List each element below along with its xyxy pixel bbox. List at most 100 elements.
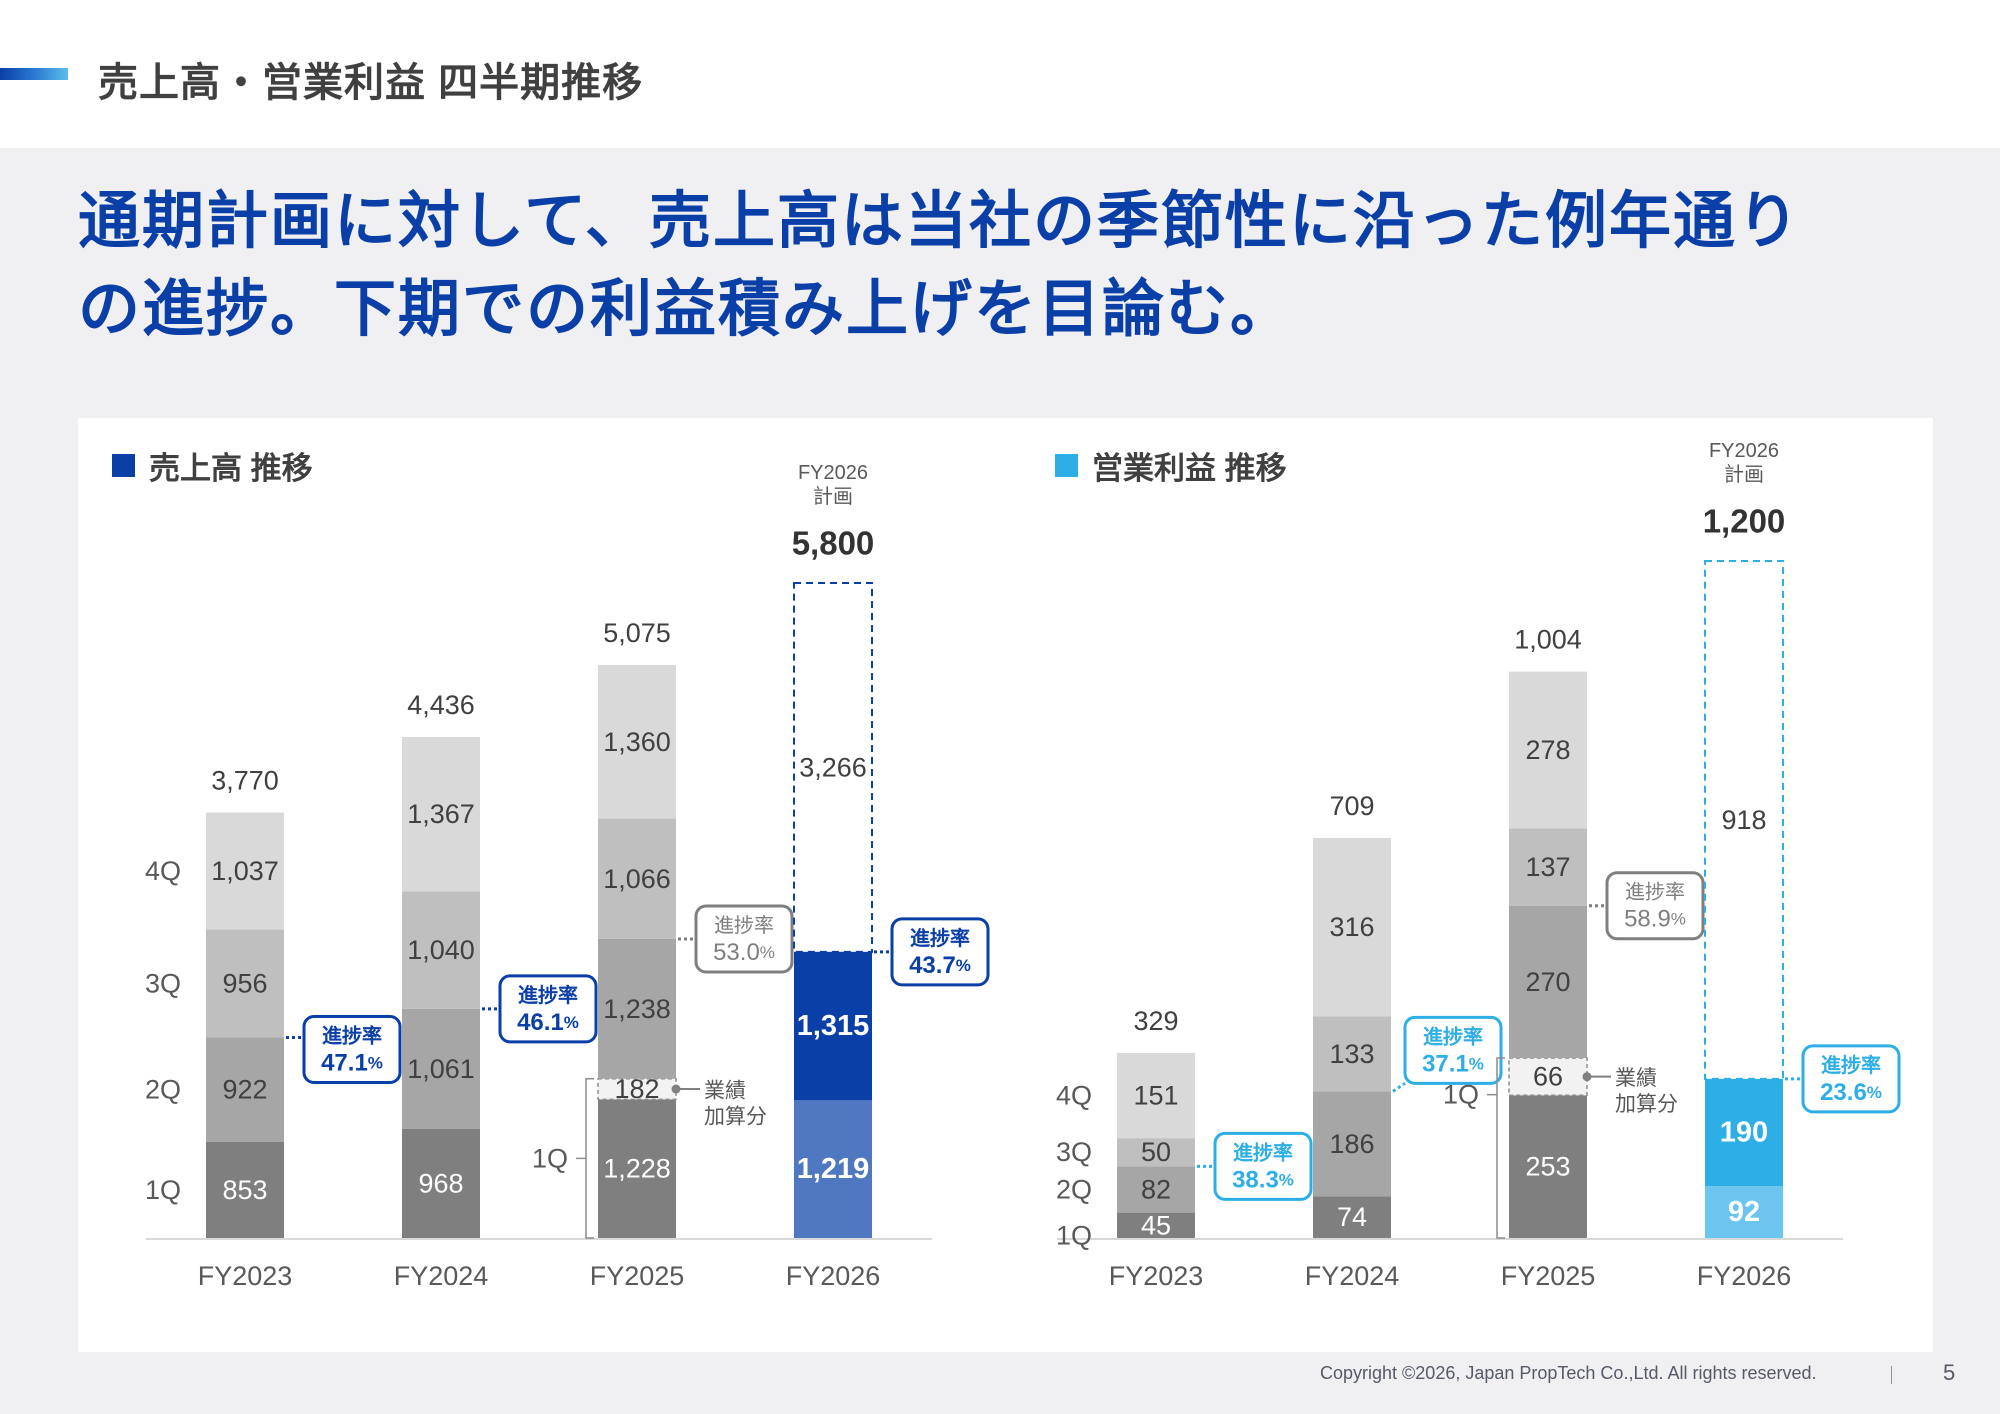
op-profit-bar-fy2025-3q xyxy=(1509,828,1587,906)
op-profit-bar-fy2024-4q xyxy=(1313,838,1391,1017)
op-profit-added-note-line1: 業績 xyxy=(1615,1067,1657,1090)
revenue-x-tick-label: FY2023 xyxy=(198,1261,293,1291)
revenue-progress-callout-label: 進捗率 xyxy=(910,926,970,950)
op-profit-bar-fy2023-3q xyxy=(1117,1138,1195,1167)
op-profit-progress-callout-label: 進捗率 xyxy=(1625,881,1685,904)
revenue-bar-fy2024-4q xyxy=(402,737,480,892)
revenue-bar-fy2024-3q xyxy=(402,891,480,1009)
revenue-bar-fy2024-1q xyxy=(402,1128,480,1238)
op-profit-segment-label: 316 xyxy=(1329,912,1374,942)
revenue-progress-callout-value: 43.7% xyxy=(909,951,971,978)
op-profit-segment-label: 270 xyxy=(1525,967,1570,997)
revenue-progress-callout-label: 進捗率 xyxy=(322,1024,382,1048)
op-profit-progress-callout-value: 23.6% xyxy=(1820,1078,1882,1105)
op-profit-bar-fy2025-2q xyxy=(1509,905,1587,1059)
op-profit-segment-label: 133 xyxy=(1329,1039,1374,1069)
footer-separator xyxy=(1891,1366,1892,1384)
op-profit-bar-fy2025-4q xyxy=(1509,671,1587,829)
revenue-bar-fy2025-3q xyxy=(598,818,676,939)
revenue-segment-label: 1,061 xyxy=(407,1054,475,1084)
revenue-plan-total-label: 5,800 xyxy=(792,525,875,562)
revenue-chart-title-text: 売上高 推移 xyxy=(149,451,313,486)
revenue-segment-label: 1,219 xyxy=(797,1153,870,1185)
revenue-progress-callout-box xyxy=(302,1015,402,1085)
op-profit-x-tick-label: FY2026 xyxy=(1697,1261,1792,1291)
revenue-x-tick-label: FY2025 xyxy=(590,1261,685,1291)
op-profit-progress-callout-box xyxy=(1605,871,1705,941)
op-profit-progress-connector xyxy=(1392,1082,1406,1093)
revenue-segment-label: 922 xyxy=(222,1075,267,1105)
op-profit-quarter-label: 3Q xyxy=(1056,1137,1092,1167)
op-profit-segment-label: 137 xyxy=(1525,852,1570,882)
op-profit-bar-fy2026-1q xyxy=(1705,1186,1783,1238)
revenue-bar-fy2023-3q xyxy=(206,929,284,1038)
op-profit-progress-callout-value: 37.1% xyxy=(1422,1050,1484,1077)
revenue-added-note-line2: 加算分 xyxy=(704,1106,767,1129)
revenue-segment-label: 1,066 xyxy=(603,864,671,894)
op-profit-progress-callout-label: 進捗率 xyxy=(1233,1140,1293,1164)
operating-profit-chart-title: 営業利益 推移 xyxy=(1055,443,1287,488)
revenue-segment-label: 1,315 xyxy=(797,1010,870,1042)
op-profit-x-tick-label: FY2023 xyxy=(1109,1261,1204,1291)
revenue-bar-fy2023-4q xyxy=(206,812,284,930)
op-profit-bar-fy2024-3q xyxy=(1313,1016,1391,1092)
revenue-progress-callout-value: 46.1% xyxy=(517,1008,579,1035)
op-profit-total-label: 709 xyxy=(1329,791,1374,821)
revenue-progress-callout-label: 進捗率 xyxy=(518,983,578,1007)
revenue-bar-fy2023-1q xyxy=(206,1141,284,1238)
revenue-plan-label-keikaku: 計画 xyxy=(813,485,853,508)
revenue-bar-fy2026-2q xyxy=(794,951,872,1101)
revenue-legend-square-icon xyxy=(112,454,135,477)
revenue-plan-remaining-label: 3,266 xyxy=(799,752,867,782)
op-profit-progress-callout-box xyxy=(1403,1015,1503,1085)
revenue-segment-label: 1,360 xyxy=(603,727,671,757)
op-profit-bar-fy2023-1q xyxy=(1117,1212,1195,1238)
op-profit-segment-label: 278 xyxy=(1525,735,1570,765)
revenue-quarter-label: 1Q xyxy=(145,1175,181,1205)
page-number: 5 xyxy=(1943,1360,1956,1385)
headline: 通期計画に対して、売上高は当社の季節性に沿った例年通り の進捗。下期での利益積み… xyxy=(78,178,1938,354)
revenue-bar-fy2023-2q xyxy=(206,1037,284,1142)
revenue-added-note-line1: 業績 xyxy=(704,1080,746,1103)
revenue-segment-label: 1,228 xyxy=(603,1154,671,1184)
headline-line-1: 通期計画に対して、売上高は当社の季節性に沿った例年通り xyxy=(78,187,1802,256)
op-profit-segment-label: 66 xyxy=(1533,1062,1563,1092)
revenue-total-label: 5,075 xyxy=(603,618,671,648)
op-profit-progress-callout-value: 38.3% xyxy=(1232,1166,1294,1193)
revenue-segment-label: 1,367 xyxy=(407,799,475,829)
slide-header: 売上高・営業利益 四半期推移 xyxy=(0,0,2000,148)
op-profit-bar-fy2024-1q xyxy=(1313,1196,1391,1238)
op-profit-plan-dashed-box xyxy=(1704,560,1784,1080)
op-profit-bar-fy2025-1q-業績加算分 xyxy=(1508,1057,1588,1097)
op-profit-plan-label-keikaku: 計画 xyxy=(1724,463,1764,486)
revenue-segment-label: 1,040 xyxy=(407,935,475,965)
op-profit-quarter-label: 1Q xyxy=(1056,1220,1092,1250)
revenue-segment-label: 182 xyxy=(614,1074,659,1104)
revenue-progress-callout-box xyxy=(890,917,990,987)
revenue-segment-label: 1,238 xyxy=(603,994,671,1024)
op-profit-legend-square-icon xyxy=(1055,454,1078,477)
revenue-bracket-1q-label: 1Q xyxy=(532,1143,568,1173)
op-profit-bar-fy2023-4q xyxy=(1117,1052,1195,1139)
op-profit-progress-callout-box xyxy=(1213,1131,1313,1201)
op-profit-segment-label: 186 xyxy=(1329,1129,1374,1159)
op-profit-plan-remaining-label: 918 xyxy=(1721,805,1766,835)
revenue-segment-label: 968 xyxy=(418,1168,463,1198)
revenue-progress-callout-box xyxy=(498,974,598,1044)
op-profit-progress-callout-box xyxy=(1801,1044,1901,1114)
op-profit-segment-label: 92 xyxy=(1728,1196,1760,1228)
revenue-1q-bracket xyxy=(585,1078,594,1239)
op-profit-segment-label: 45 xyxy=(1141,1210,1171,1240)
op-profit-x-tick-label: FY2024 xyxy=(1305,1261,1400,1291)
op-profit-segment-label: 50 xyxy=(1141,1137,1171,1167)
op-profit-1q-bracket xyxy=(1496,1057,1505,1239)
op-profit-bar-fy2024-2q xyxy=(1313,1091,1391,1197)
revenue-bar-fy2025-4q xyxy=(598,664,676,819)
op-profit-segment-label: 253 xyxy=(1525,1152,1570,1182)
revenue-total-label: 3,770 xyxy=(211,765,279,795)
revenue-bar-fy2026-1q xyxy=(794,1100,872,1238)
revenue-plan-dashed-box xyxy=(793,582,873,953)
revenue-progress-callout-value: 53.0% xyxy=(713,938,775,965)
revenue-progress-callout-box xyxy=(694,904,794,974)
revenue-plan-label-fy: FY2026 xyxy=(798,462,868,484)
